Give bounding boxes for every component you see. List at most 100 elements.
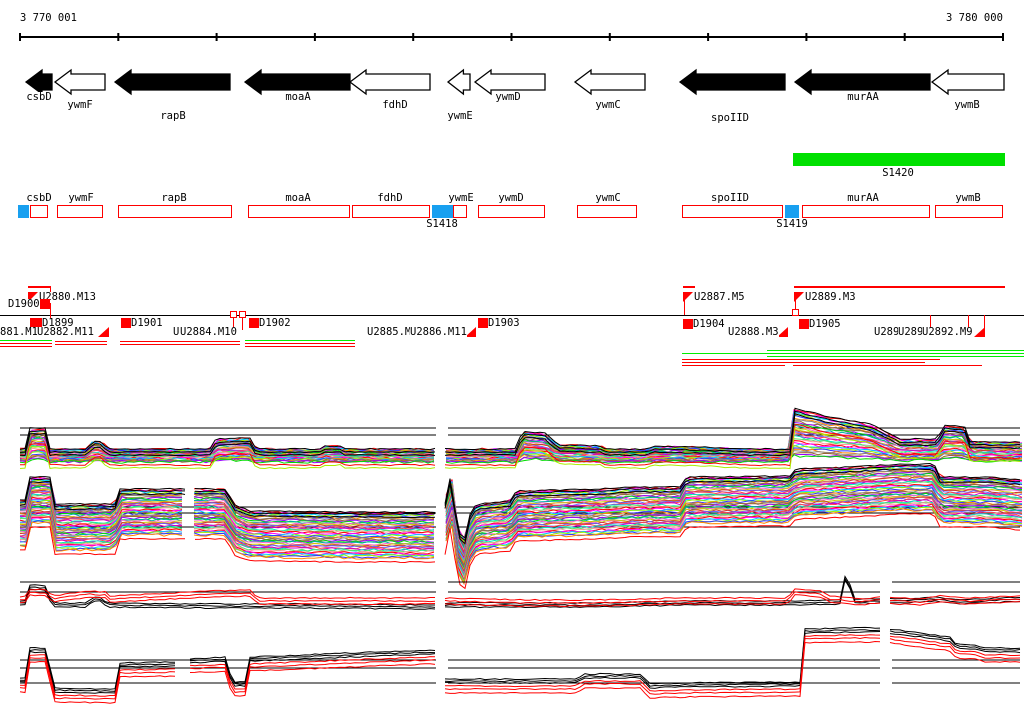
probe-flag-icon[interactable]: [249, 318, 261, 328]
gene-box-label-murAA[interactable]: murAA: [847, 192, 879, 205]
gene-label-csbD[interactable]: csbD: [26, 91, 52, 104]
coverage-summary-line: [0, 343, 52, 344]
gene-box-label-rapB[interactable]: rapB: [161, 192, 187, 205]
coverage-summary-line: [682, 353, 1024, 354]
gene-box-spoIID[interactable]: [682, 205, 783, 218]
gene-box-fdhD[interactable]: [352, 205, 430, 218]
gene-box-label-csbD[interactable]: csbD: [26, 192, 52, 205]
gene-arrow-murAA[interactable]: [793, 68, 931, 96]
probe-flag-icon[interactable]: [777, 327, 788, 337]
gene-box-rapB[interactable]: [118, 205, 232, 218]
probe-label-D1901[interactable]: D1901: [131, 317, 163, 330]
probe-label-U2887.M5[interactable]: U2887.M5: [694, 291, 745, 304]
probe-label-D1900[interactable]: D1900: [8, 298, 40, 311]
gene-box-ywmE[interactable]: [453, 205, 467, 218]
probe-label-U2886.M11[interactable]: U2886.M11: [410, 326, 467, 339]
gene-arrow-rapB[interactable]: [113, 68, 231, 96]
probe-coverage-line: [794, 286, 1005, 288]
novel-segment-label-S1418[interactable]: S1418: [426, 218, 458, 231]
probe-label-D1904[interactable]: D1904: [693, 318, 725, 331]
coverage-summary-line: [767, 356, 1024, 357]
probe-flag-icon[interactable]: [478, 318, 490, 328]
expression-panel-3: [19, 575, 1021, 610]
gene-box-ywmF[interactable]: [57, 205, 103, 218]
probe-label-U2892.M9[interactable]: U2892.M9: [922, 326, 973, 339]
gene-box-ywmC[interactable]: [577, 205, 637, 218]
coverage-summary-line: [120, 341, 240, 342]
probe-flag-icon[interactable]: [98, 327, 109, 337]
gene-arrow-ywmC[interactable]: [573, 68, 646, 96]
gene-box-moaA[interactable]: [248, 205, 350, 218]
gene-label-murAA[interactable]: murAA: [847, 91, 879, 104]
probe-label-D1905[interactable]: D1905: [809, 318, 841, 331]
probe-marker-square: [792, 309, 799, 316]
segment-bar-s1420[interactable]: [793, 153, 1005, 166]
gene-box-murAA[interactable]: [802, 205, 930, 218]
gene-label-fdhD[interactable]: fdhD: [382, 99, 408, 112]
segment-label-s1420[interactable]: S1420: [882, 167, 914, 180]
probe-flag-icon[interactable]: [121, 318, 133, 328]
coverage-summary-line: [55, 344, 107, 345]
probe-label-D1903[interactable]: D1903: [488, 317, 520, 330]
probe-flag-icon[interactable]: [30, 318, 42, 328]
gene-box-label-ywmE[interactable]: ywmE: [448, 192, 474, 205]
gene-label-ywmF[interactable]: ywmF: [67, 99, 93, 112]
coverage-summary-line: [245, 343, 355, 344]
gene-box-label-ywmF[interactable]: ywmF: [68, 192, 94, 205]
coverage-summary-line: [0, 346, 52, 347]
novel-segment-box-S1418[interactable]: [432, 205, 453, 218]
probe-label-D1902[interactable]: D1902: [259, 317, 291, 330]
coverage-summary-line: [682, 365, 785, 366]
gene-box-label-spoIID[interactable]: spoIID: [711, 192, 749, 205]
probe-flag-icon[interactable]: [38, 299, 50, 309]
gene-label-ywmD[interactable]: ywmD: [495, 91, 521, 104]
probe-flag-icon[interactable]: [683, 292, 693, 302]
gene-box-ywmD[interactable]: [478, 205, 545, 218]
probe-label-D1899[interactable]: D1899: [42, 317, 74, 330]
novel-segment-box-S1419[interactable]: [785, 205, 799, 218]
gene-arrow-ywmF[interactable]: [53, 68, 106, 96]
coverage-summary-line: [682, 359, 940, 360]
gene-label-ywmC[interactable]: ywmC: [595, 99, 621, 112]
probe-label-U2888.M3[interactable]: U2888.M3: [728, 326, 779, 339]
probe-flag-icon[interactable]: [974, 327, 985, 337]
probe-flag-icon[interactable]: [683, 319, 695, 329]
probe-label-U2884.M10[interactable]: U2884.M10: [180, 326, 237, 339]
gene-box-label-moaA[interactable]: moaA: [285, 192, 311, 205]
novel-segment-box[interactable]: [18, 205, 29, 218]
gene-box-ywmB[interactable]: [935, 205, 1003, 218]
probe-label-U2889.M3[interactable]: U2889.M3: [805, 291, 856, 304]
probe-label-881.M11[interactable]: 881.M11: [0, 326, 45, 339]
probe-flag-icon[interactable]: [465, 327, 476, 337]
gene-arrow-ywmB[interactable]: [930, 68, 1005, 96]
probe-label-U2880.M13[interactable]: U2880.M13: [39, 291, 96, 304]
gene-arrow-fdhD[interactable]: [348, 68, 431, 96]
gene-label-rapB[interactable]: rapB: [160, 110, 186, 123]
gene-label-spoIID[interactable]: spoIID: [711, 112, 749, 125]
expression-panel-4: [19, 626, 1021, 704]
probe-label-U2885.M12[interactable]: U2885.M12: [367, 326, 424, 339]
gene-box-label-ywmC[interactable]: ywmC: [595, 192, 621, 205]
probe-coverage-line: [28, 286, 50, 288]
probe-flag-icon[interactable]: [794, 292, 804, 302]
gene-box-label-fdhD[interactable]: fdhD: [377, 192, 403, 205]
coverage-summary-line: [767, 350, 1024, 351]
gene-label-moaA[interactable]: moaA: [285, 91, 311, 104]
probe-stem: [795, 300, 796, 315]
probe-flag-icon[interactable]: [799, 319, 811, 329]
probe-marker-square: [230, 311, 237, 318]
gene-arrow-spoIID[interactable]: [678, 68, 786, 96]
coverage-summary-line: [793, 365, 982, 366]
gene-label-ywmE[interactable]: ywmE: [447, 110, 473, 123]
gene-box-label-ywmD[interactable]: ywmD: [498, 192, 524, 205]
gene-box-label-ywmB[interactable]: ywmB: [955, 192, 981, 205]
probe-flag-icon[interactable]: [28, 292, 38, 302]
gene-label-ywmB[interactable]: ywmB: [954, 99, 980, 112]
gene-arrow-ywmE[interactable]: [446, 68, 471, 96]
novel-segment-label-S1419[interactable]: S1419: [776, 218, 808, 231]
gene-arrow-ywmD[interactable]: [473, 68, 546, 96]
gene-box-csbD[interactable]: [30, 205, 48, 218]
probe-label-U2882.M11[interactable]: U2882.M11: [37, 326, 94, 339]
